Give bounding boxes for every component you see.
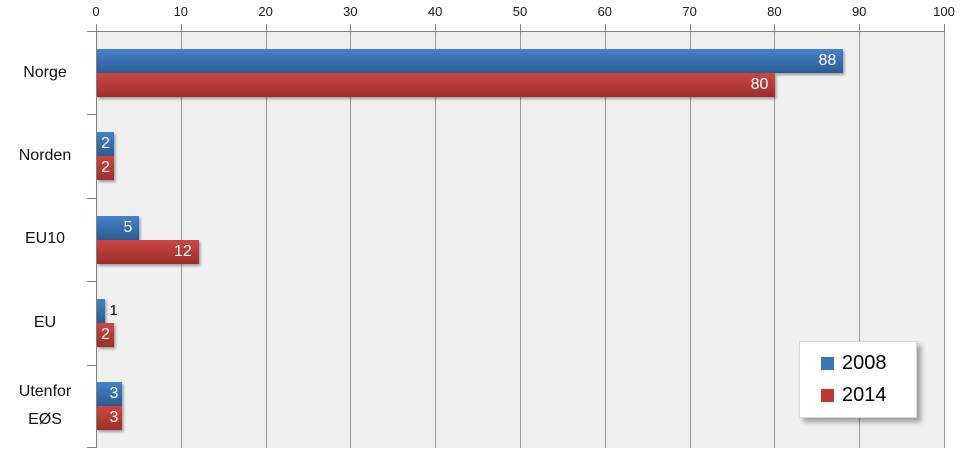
x-axis-tick [774,24,776,33]
x-axis-tick [604,24,606,33]
x-axis-tick [859,24,861,33]
category-label-line: Utenfor [18,383,72,401]
gridline [774,31,776,448]
bar-2008-norge: 88 [97,48,844,73]
bar-2014-norden: 2 [97,156,114,181]
y-axis-tick [87,114,96,116]
bar-2014-eu10: 12 [97,239,199,264]
x-tick-label: 80 [767,4,782,19]
bar-value-label: 1 [109,302,118,320]
y-axis-tick [87,31,96,32]
bar-value-label: 2 [101,159,110,177]
y-axis-line [96,24,97,448]
gridline [689,31,691,448]
x-tick-label: 60 [597,4,613,19]
x-tick-label: 50 [512,4,528,19]
legend-item-2014: 2014 [821,384,916,407]
x-tick-label: 0 [92,4,100,19]
x-axis-tick [944,24,945,33]
bar-2008-eu [97,298,106,323]
gridline [520,31,521,448]
legend-swatch-2014 [821,389,834,403]
legend-item-2008: 2008 [821,352,916,375]
bar-2014-eu: 2 [97,322,114,347]
bar-2014-utenfor-eøs: 3 [97,406,123,431]
bar-2008-eu10: 5 [97,215,140,240]
category-label: Utenfor EØS [0,365,90,448]
bar-value-label: 88 [818,51,837,69]
category-label: EU10 [0,198,90,281]
category-label: EU [0,281,90,364]
bar-2008-utenfor-eøs: 3 [97,382,123,407]
gridline [350,31,352,448]
bar-value-label: 2 [101,135,110,153]
gridline [859,31,861,448]
category-label: Norden [0,114,90,197]
category-label-line: Norden [18,147,72,165]
gridline [604,31,606,448]
legend: 2008 2014 [799,341,917,418]
x-tick-label: 30 [343,4,358,19]
gridline [435,31,437,448]
gridline [265,31,267,448]
bar-value-label: 80 [750,75,769,93]
x-axis-line [96,31,944,32]
x-axis-tick [689,24,691,33]
y-axis-tick [87,364,96,366]
category-label-line: EU10 [24,230,66,248]
x-axis-tick [435,24,437,33]
y-axis-tick [87,197,96,199]
x-axis-tick [520,24,521,33]
y-axis-tick [87,447,96,448]
bar-value-label: 3 [109,409,119,427]
x-axis-tick [265,24,267,33]
bar-value-label: 3 [109,385,119,403]
x-tick-label: 100 [933,4,955,19]
x-tick-label: 20 [258,4,273,19]
x-axis-tick [180,24,182,33]
bar-2014-norge: 80 [97,72,776,97]
legend-swatch-2008 [821,356,834,370]
bar-2008-norden: 2 [97,132,114,157]
x-tick-label: 70 [682,4,697,19]
bar-value-label: 2 [101,325,110,343]
legend-label-2014: 2014 [842,384,887,407]
category-label-line: EØS [28,411,62,429]
legend-label-2008: 2008 [842,351,887,374]
y-axis-tick [87,281,96,283]
x-tick-label: 40 [427,4,443,19]
category-label-line: EU [33,313,57,331]
x-tick-label: 90 [851,4,867,19]
category-label: Norge [0,31,90,114]
x-tick-label: 10 [173,4,189,19]
category-label-line: Norge [23,63,67,81]
gridline [944,31,945,448]
bar-value-label: 12 [173,242,192,260]
x-axis-tick [350,24,352,33]
bar-value-label: 5 [123,218,133,236]
